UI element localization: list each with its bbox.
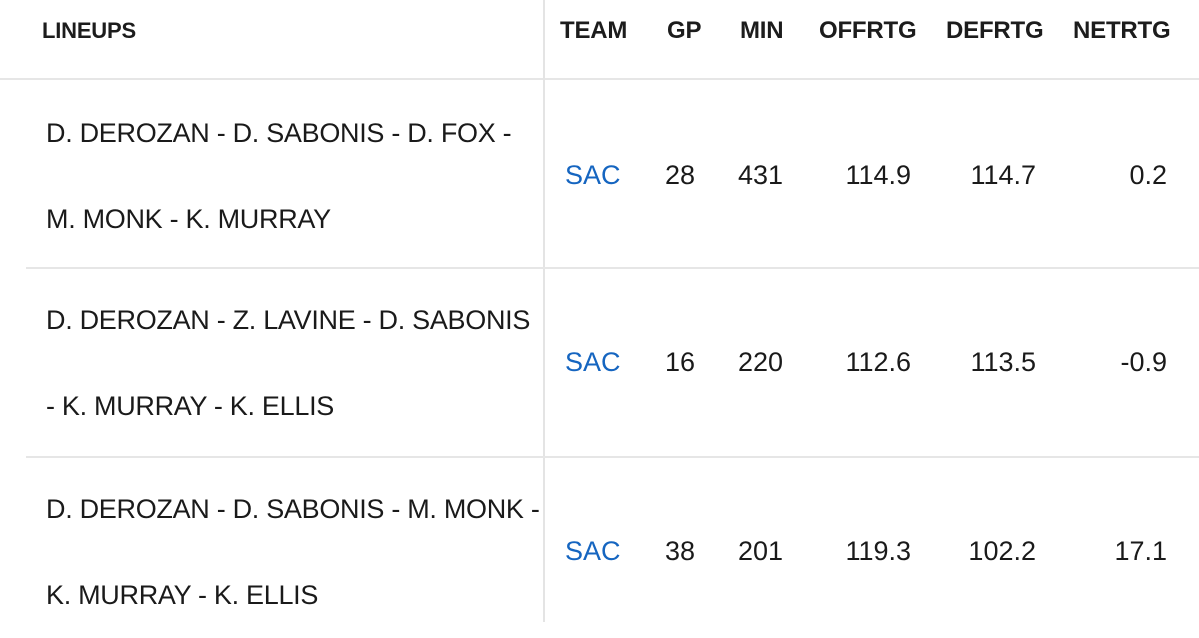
- team-link[interactable]: SAC: [565, 347, 621, 377]
- lineup-names: D. DEROZAN - D. SABONIS - M. MONK - K. M…: [46, 466, 540, 638]
- table-row: D. DEROZAN - D. SABONIS - D. FOX - M. MO…: [26, 88, 1199, 266]
- defrtg-value: 102.2: [968, 536, 1036, 566]
- lineup-line-1: D. DEROZAN - D. SABONIS - D. FOX -: [46, 118, 512, 148]
- lineup-names: D. DEROZAN - Z. LAVINE - D. SABONIS - K.…: [46, 277, 536, 449]
- lineup-line-2: K. MURRAY - K. ELLIS: [46, 580, 319, 610]
- offrtg-value: 119.3: [845, 536, 911, 566]
- row-divider: [26, 267, 1199, 269]
- row-divider: [26, 456, 1199, 458]
- offrtg-value: 114.9: [845, 160, 911, 190]
- min-value: 201: [738, 536, 784, 566]
- column-header-gp[interactable]: GP: [667, 17, 702, 44]
- gp-value: 28: [665, 160, 696, 190]
- column-header-min[interactable]: MIN: [740, 17, 784, 44]
- defrtg-value: 113.5: [970, 347, 1036, 377]
- gp-value: 38: [665, 536, 696, 566]
- lineup-line-1: D. DEROZAN - Z. LAVINE - D. SABONIS: [46, 305, 531, 335]
- lineup-column-divider: [543, 0, 545, 622]
- lineup-line-2: M. MONK - K. MURRAY: [46, 204, 331, 234]
- team-link[interactable]: SAC: [565, 160, 621, 190]
- lineups-table: LINEUPS TEAM GP MIN OFFRTG DEFRTG NETRTG…: [0, 0, 1199, 622]
- column-header-netrtg[interactable]: NETRTG: [1073, 17, 1171, 44]
- lineup-line-1: D. DEROZAN - D. SABONIS - M. MONK -: [46, 494, 540, 524]
- team-link[interactable]: SAC: [565, 536, 621, 566]
- table-header: LINEUPS TEAM GP MIN OFFRTG DEFRTG NETRTG: [0, 0, 1199, 80]
- column-header-team[interactable]: TEAM: [560, 17, 628, 44]
- column-header-defrtg[interactable]: DEFRTG: [946, 17, 1044, 44]
- min-value: 431: [738, 160, 784, 190]
- netrtg-value: 0.2: [1129, 160, 1167, 190]
- gp-value: 16: [665, 347, 696, 377]
- column-header-offrtg[interactable]: OFFRTG: [819, 17, 917, 44]
- lineup-names: D. DEROZAN - D. SABONIS - D. FOX - M. MO…: [46, 90, 536, 262]
- table-row: D. DEROZAN - Z. LAVINE - D. SABONIS - K.…: [26, 275, 1199, 455]
- defrtg-value: 114.7: [970, 160, 1036, 190]
- table-row: D. DEROZAN - D. SABONIS - M. MONK - K. M…: [26, 464, 1199, 622]
- offrtg-value: 112.6: [845, 347, 911, 377]
- netrtg-value: 17.1: [1114, 536, 1167, 566]
- column-header-lineups[interactable]: LINEUPS: [42, 18, 136, 43]
- lineup-line-2: - K. MURRAY - K. ELLIS: [46, 391, 334, 421]
- min-value: 220: [738, 347, 784, 377]
- netrtg-value: -0.9: [1120, 347, 1167, 377]
